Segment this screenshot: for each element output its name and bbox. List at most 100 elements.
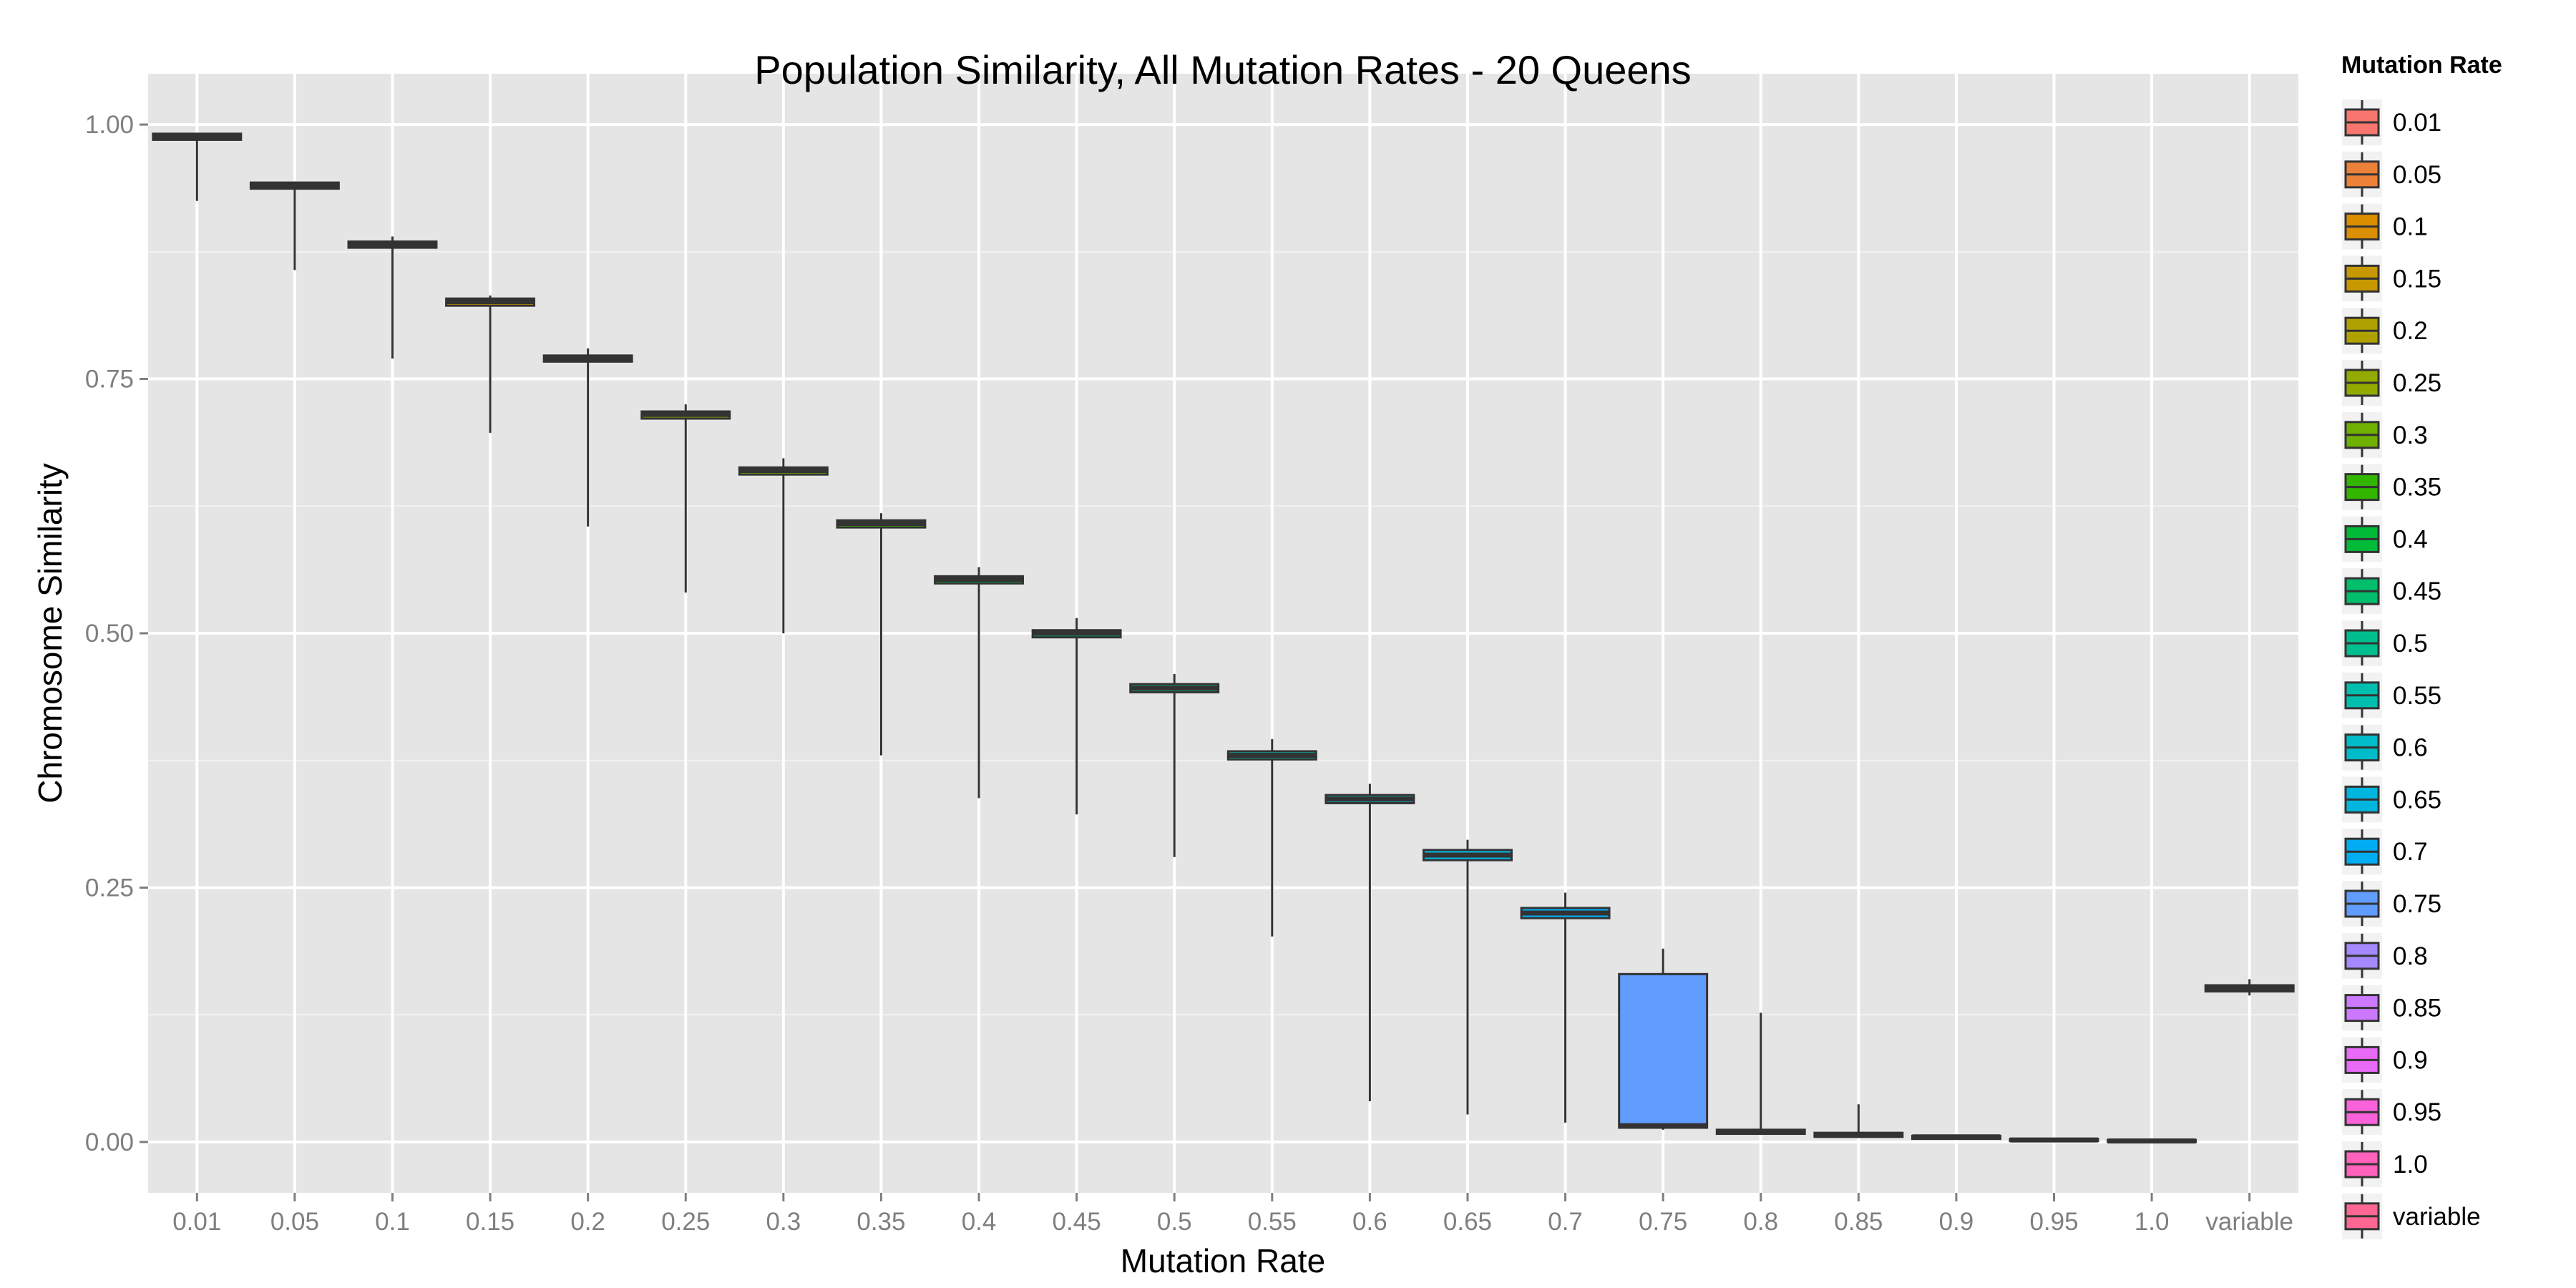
x-tick-label: 0.1	[375, 1208, 410, 1236]
box-group-0_1	[347, 236, 438, 359]
legend-label: 0.15	[2393, 265, 2441, 293]
legend-label: 0.5	[2393, 630, 2428, 658]
grid-major	[148, 74, 2298, 1193]
legend-label: 0.9	[2393, 1046, 2428, 1074]
legend-item: 0.85	[2341, 983, 2441, 1033]
legend-item: 1.0	[2341, 1140, 2428, 1189]
legend-label: 1.0	[2393, 1151, 2428, 1179]
legend-label: 0.8	[2393, 942, 2428, 970]
legend-label: 0.6	[2393, 734, 2428, 762]
x-tick-label: 1.0	[2135, 1208, 2170, 1236]
box-group-0_9	[1911, 1134, 2001, 1141]
legend-label: 0.75	[2393, 890, 2441, 918]
legend-label: 0.55	[2393, 682, 2441, 710]
legend-item: 0.2	[2341, 306, 2428, 356]
box-group-0_15	[445, 295, 536, 433]
box-group-0_4	[934, 567, 1024, 799]
box-group-0_5	[1129, 673, 1220, 857]
legend-item: 0.1	[2341, 202, 2428, 251]
legend-label: 0.45	[2393, 577, 2441, 605]
legend-title: Mutation Rate	[2341, 52, 2502, 79]
x-tick-label: 0.4	[962, 1208, 997, 1236]
legend-item: 0.01	[2341, 98, 2441, 147]
box-series	[152, 132, 2295, 1143]
box-group-1_0	[2107, 1138, 2197, 1143]
box-group-variable	[2204, 979, 2295, 996]
box-group-0_85	[1813, 1104, 1904, 1138]
x-tick-label: 0.85	[1834, 1208, 1883, 1236]
y-axis-title: Chromosome Similarity	[31, 463, 69, 803]
box-group-0_2	[542, 348, 633, 527]
x-axis: 0.01 0.05 0.1 0.15 0.2 0.25 0.3 0.35 0.4 0.45 0.5 0…	[172, 1193, 2293, 1236]
legend-item: 0.4	[2341, 514, 2428, 564]
legend-item: 0.95	[2341, 1088, 2441, 1137]
x-tick-label: 0.6	[1352, 1208, 1387, 1236]
legend-label: 0.95	[2393, 1098, 2441, 1126]
x-tick-label: 0.65	[1443, 1208, 1492, 1236]
legend-item: 0.8	[2341, 931, 2428, 980]
x-tick-label: 0.35	[857, 1208, 905, 1236]
legend-label: variable	[2393, 1203, 2481, 1231]
box-group-0_25	[640, 404, 731, 593]
box-group-0_8	[1715, 1013, 1806, 1136]
x-tick-label: 0.8	[1743, 1208, 1778, 1236]
y-tick-label: 0.25	[85, 874, 134, 902]
box-group-0_05	[249, 181, 340, 270]
chart-title: Population Similarity, All Mutation Rate…	[754, 47, 1691, 92]
box-group-0_01	[152, 132, 243, 201]
legend-label: 0.7	[2393, 838, 2428, 866]
legend-item: 0.45	[2341, 567, 2441, 616]
box-group-0_65	[1423, 839, 1513, 1115]
x-tick-label: 0.75	[1639, 1208, 1687, 1236]
legend-label: 0.4	[2393, 525, 2428, 553]
y-axis: 0.00 0.25 0.50 0.75 1.00	[85, 111, 148, 1156]
legend-item: 0.05	[2341, 150, 2441, 199]
x-tick-label: 0.5	[1157, 1208, 1192, 1236]
legend-item: 0.9	[2341, 1035, 2428, 1085]
legend-item: 0.25	[2341, 358, 2441, 407]
legend-item: 0.55	[2341, 670, 2441, 720]
legend-label: 0.01	[2393, 109, 2441, 137]
x-tick-label: 0.55	[1248, 1208, 1297, 1236]
y-tick-label: 0.00	[85, 1128, 134, 1156]
legend-label: 0.25	[2393, 369, 2441, 397]
box-group-0_7	[1520, 892, 1611, 1123]
x-tick-label: variable	[2205, 1208, 2293, 1236]
legend-label: 0.85	[2393, 995, 2441, 1023]
legend-item: 0.35	[2341, 462, 2441, 512]
legend-label: 0.65	[2393, 786, 2441, 814]
y-tick-label: 1.00	[85, 111, 134, 139]
legend-item: variable	[2341, 1191, 2481, 1241]
legend-label: 0.1	[2393, 213, 2428, 241]
legend-label: 0.2	[2393, 317, 2428, 345]
box-group-0_3	[738, 458, 829, 633]
box-group-0_6	[1324, 784, 1415, 1102]
x-tick-label: 0.25	[661, 1208, 710, 1236]
box-group-0_55	[1226, 738, 1317, 937]
legend-label: 0.35	[2393, 474, 2441, 502]
box-group-0_45	[1031, 618, 1122, 815]
x-tick-label: 0.9	[1939, 1208, 1974, 1236]
legend-item: 0.75	[2341, 879, 2441, 928]
legend: 0.01 0.05 0.1 0.15 0.2 0.25 0.3 0.35 0.4 0.45 0.5 0…	[2341, 98, 2481, 1241]
legend-item: 0.5	[2341, 619, 2428, 668]
x-tick-label: 0.3	[766, 1208, 801, 1236]
legend-item: 0.7	[2341, 827, 2428, 877]
x-tick-label: 0.15	[466, 1208, 514, 1236]
box	[1618, 972, 1709, 1129]
legend-label: 0.3	[2393, 421, 2428, 449]
legend-label: 0.05	[2393, 161, 2441, 189]
x-tick-label: 0.95	[2029, 1208, 2078, 1236]
x-tick-label: 0.2	[570, 1208, 605, 1236]
x-axis-title: Mutation Rate	[1121, 1242, 1325, 1279]
x-tick-label: 0.7	[1548, 1208, 1583, 1236]
box-group-0_95	[2009, 1137, 2099, 1143]
legend-item: 0.6	[2341, 723, 2428, 772]
legend-item: 0.15	[2341, 254, 2441, 303]
x-tick-label: 0.05	[270, 1208, 319, 1236]
x-tick-label: 0.45	[1053, 1208, 1101, 1236]
legend-item: 0.3	[2341, 410, 2428, 459]
y-tick-label: 0.75	[85, 366, 134, 394]
y-tick-label: 0.50	[85, 620, 134, 648]
